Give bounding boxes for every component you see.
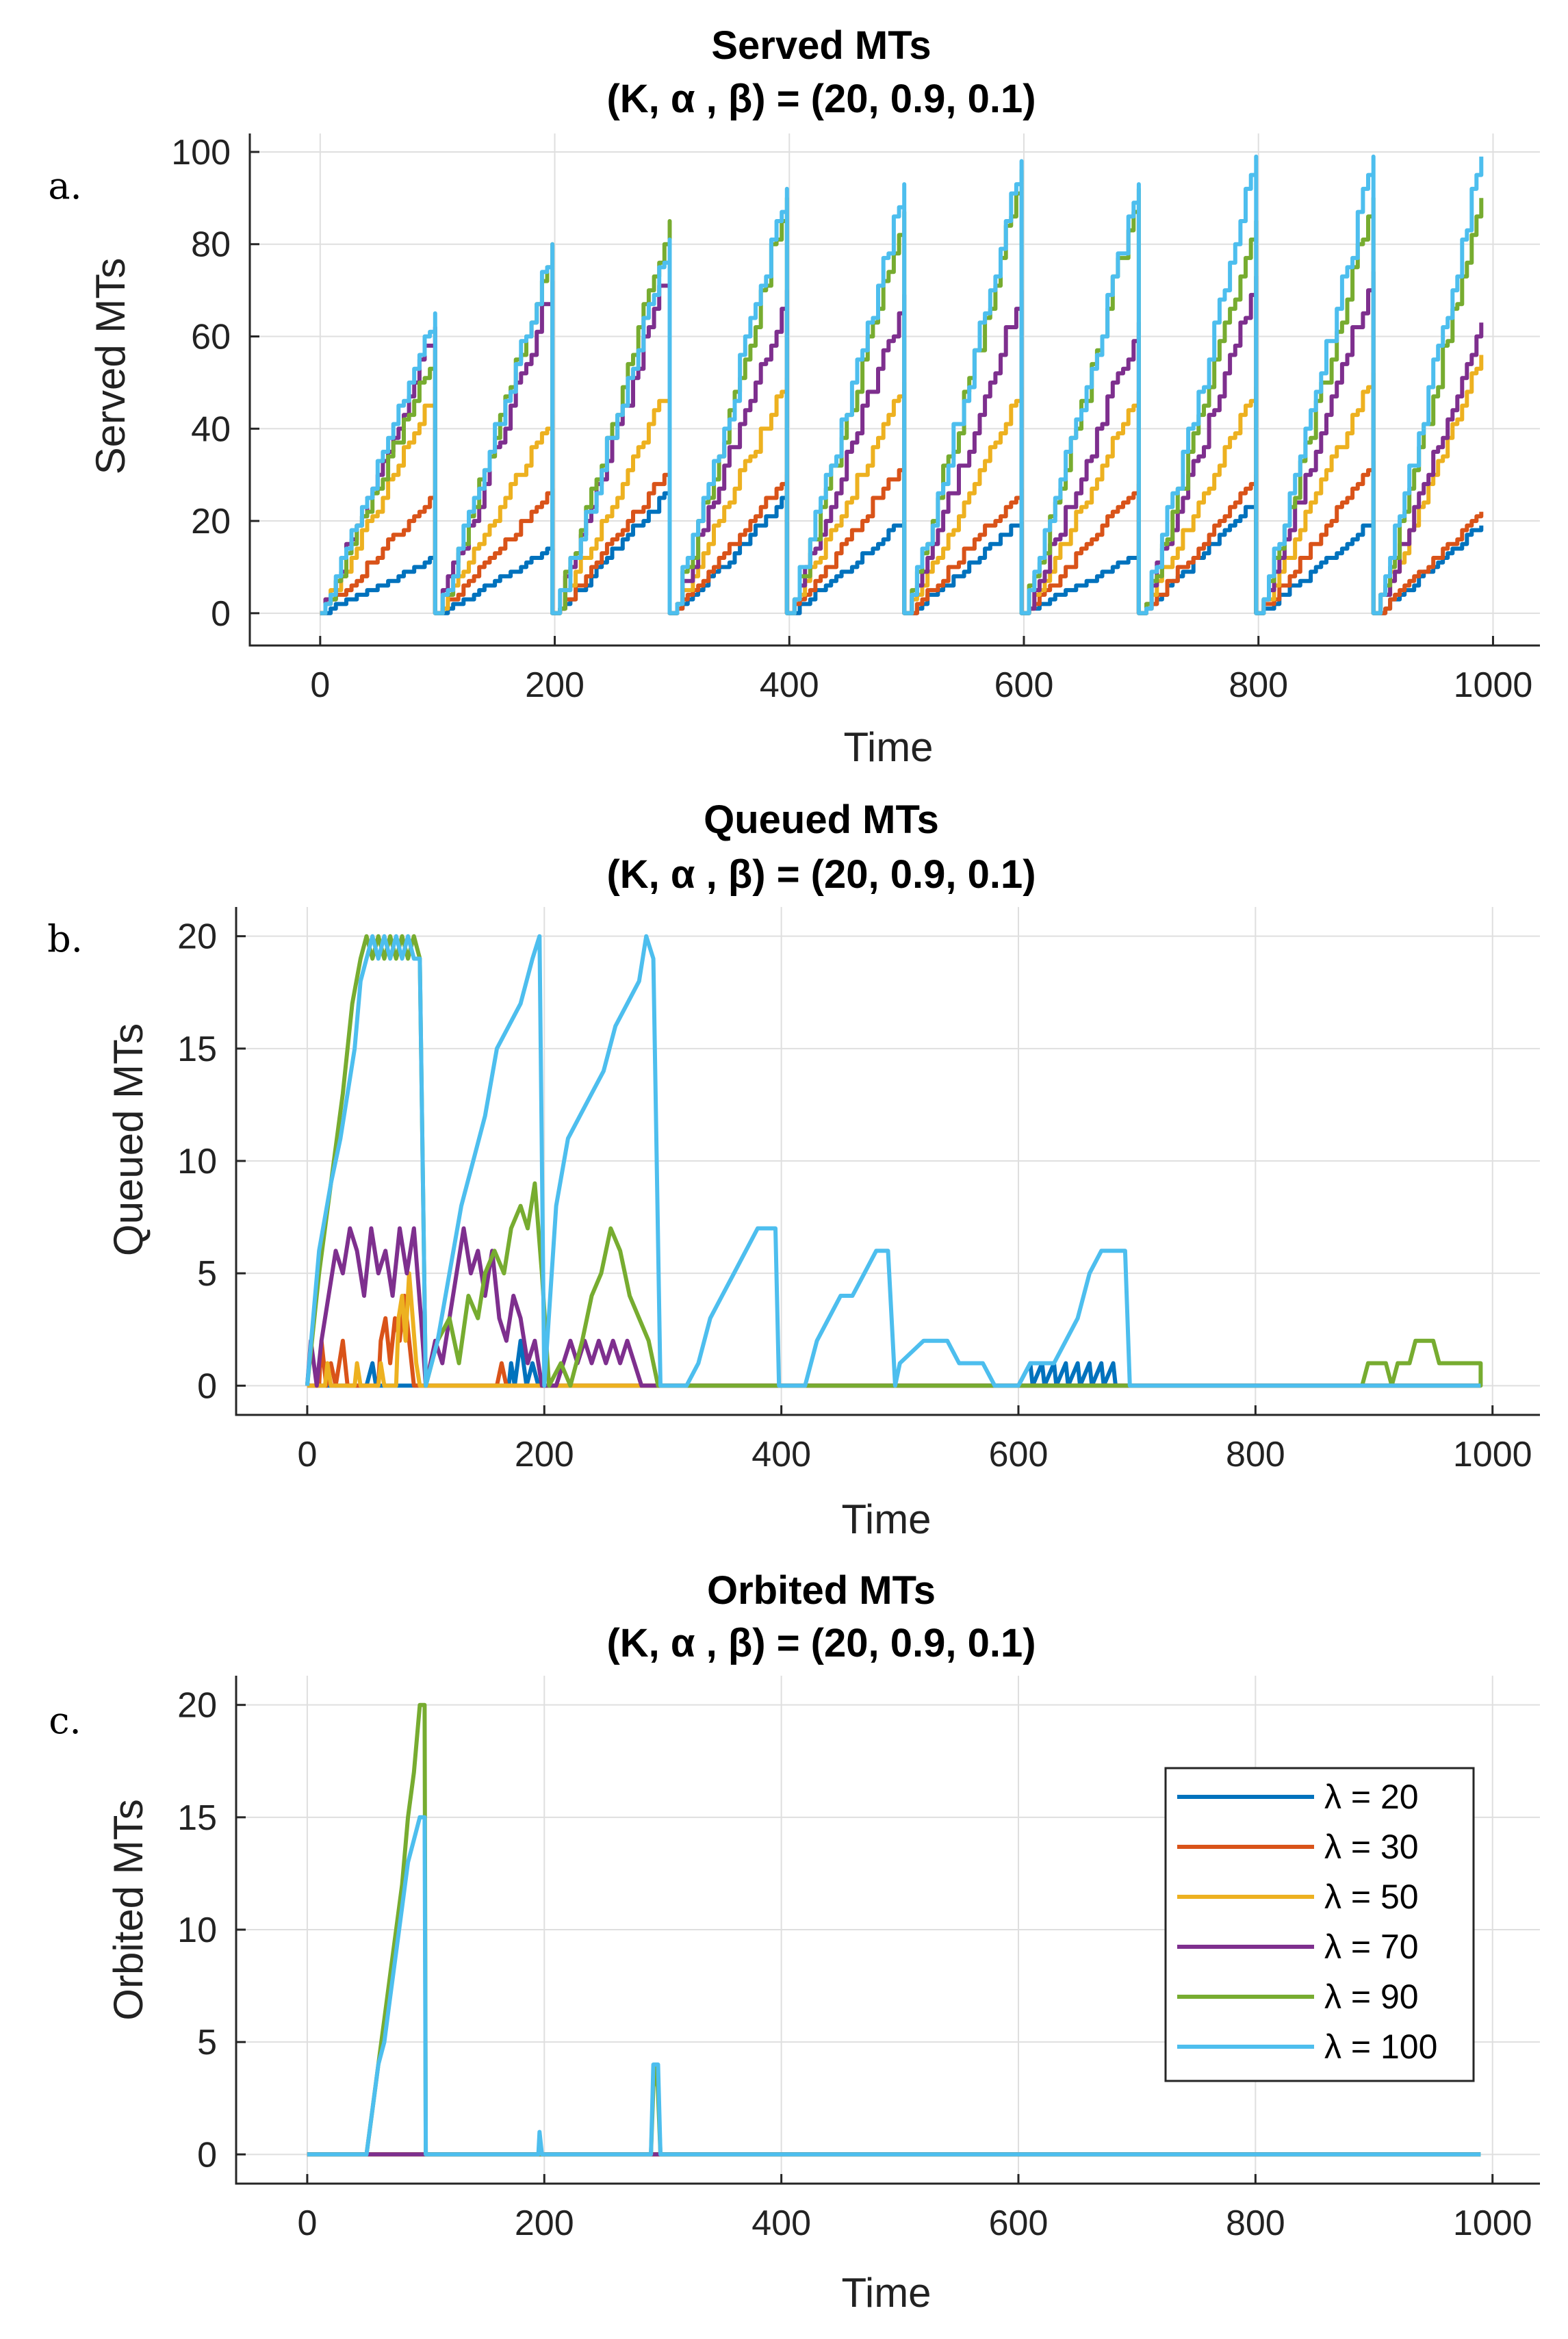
x-tick-label: 1000 [1454, 665, 1533, 705]
axes-box [235, 1676, 1540, 2185]
grid [236, 907, 1540, 1415]
legend-entry: λ = 30 [1324, 1828, 1419, 1866]
x-tick-label: 800 [1226, 1435, 1285, 1474]
panel-label: b. [47, 917, 83, 960]
y-tick-label: 100 [171, 133, 231, 172]
y-tick-label: 40 [191, 409, 231, 449]
y-tick-label: 20 [177, 917, 217, 957]
series-line-4 [305, 1226, 1481, 1388]
legend-box [1164, 1767, 1475, 2082]
series-line-1 [320, 486, 1484, 615]
y-axis-label: Served MTs [88, 258, 133, 475]
x-tick-label: 0 [310, 665, 330, 705]
y-tick-label: 80 [191, 225, 231, 265]
y-tick-labels: 0 5 10 15 20 [177, 917, 217, 1407]
x-tick-label: 1000 [1453, 1435, 1532, 1474]
x-tick-label: 200 [525, 665, 584, 705]
served-mts-chart: Served MTs (K, α , β) = (20, 0.9, 0.1) a… [48, 23, 1540, 770]
x-tick-label: 600 [994, 665, 1054, 705]
x-axis-label: Time [843, 724, 933, 770]
y-tick-label: 10 [177, 1910, 217, 1950]
chart-subtitle: (K, α , β) = (20, 0.9, 0.1) [606, 852, 1036, 897]
panel-label: a. [48, 164, 81, 207]
plot-lines [307, 1702, 1481, 2157]
x-tick-label: 200 [515, 1435, 574, 1474]
orbited-mts-chart: Orbited MTs (K, α , β) = (20, 0.9, 0.1) … [49, 1568, 1540, 2316]
x-tick-label: 800 [1229, 665, 1288, 705]
series-line-6 [305, 934, 1481, 1388]
legend: λ = 20 λ = 30 λ = 50 λ = 70 λ = 90 λ = 100 [1164, 1767, 1475, 2082]
y-tick-label: 0 [211, 594, 231, 634]
x-tick-label: 200 [515, 2203, 574, 2243]
x-tick-label: 800 [1226, 2203, 1285, 2243]
x-tick-label: 1000 [1453, 2203, 1532, 2243]
y-axis-label: Orbited MTs [105, 1799, 151, 2020]
panel-label: c. [49, 1699, 81, 1742]
series-line-6 [320, 154, 1484, 615]
legend-entry: λ = 70 [1324, 1928, 1419, 1966]
x-tick-labels: 0 200 400 600 800 1000 [297, 2203, 1532, 2243]
y-tick-label: 5 [197, 2023, 217, 2062]
legend-entry: λ = 50 [1324, 1878, 1419, 1916]
y-tick-label: 60 [191, 318, 231, 357]
y-tick-label: 0 [197, 1366, 217, 1406]
x-tick-label: 0 [297, 1435, 317, 1474]
y-tick-labels: 0 5 10 15 20 [177, 1686, 217, 2175]
x-tick-label: 600 [989, 1435, 1049, 1474]
x-tick-labels: 0 200 400 600 800 1000 [297, 1435, 1532, 1474]
x-axis-label: Time [841, 1496, 931, 1542]
y-tick-labels: 0 20 40 60 80 100 [171, 133, 231, 634]
y-tick-label: 0 [197, 2135, 217, 2175]
plot-lines [305, 934, 1483, 1388]
x-tick-label: 0 [297, 2203, 317, 2243]
y-tick-label: 20 [191, 502, 231, 541]
axes-box [248, 133, 1540, 647]
legend-entry: λ = 90 [1324, 1978, 1419, 2016]
series-line-5 [305, 934, 1483, 1388]
series-line-3 [307, 1271, 1481, 1388]
x-tick-labels: 0 200 400 600 800 1000 [310, 665, 1532, 705]
legend-entry: λ = 100 [1324, 2028, 1437, 2066]
grid [250, 133, 1540, 646]
queued-mts-chart: Queued MTs (K, α , β) = (20, 0.9, 0.1) b… [47, 797, 1540, 1542]
chart-title: Served MTs [711, 23, 931, 68]
y-tick-label: 5 [197, 1254, 217, 1294]
chart-title: Orbited MTs [707, 1568, 936, 1613]
x-axis-label: Time [841, 2270, 931, 2316]
chart-subtitle: (K, α , β) = (20, 0.9, 0.1) [606, 1621, 1036, 1665]
legend-entry: λ = 20 [1324, 1778, 1419, 1816]
x-tick-label: 400 [751, 1435, 811, 1474]
x-tick-label: 600 [989, 2203, 1049, 2243]
series-line-6 [307, 1815, 1481, 2157]
x-tick-label: 400 [760, 665, 819, 705]
y-tick-label: 20 [177, 1686, 217, 1726]
axes-box [235, 907, 1540, 1416]
x-tick-label: 400 [751, 2203, 811, 2243]
chart-subtitle: (K, α , β) = (20, 0.9, 0.1) [606, 77, 1036, 121]
series-line-5 [320, 168, 1484, 615]
y-axis-label: Queued MTs [105, 1023, 151, 1256]
y-tick-label: 15 [177, 1798, 217, 1838]
plot-lines [320, 154, 1484, 615]
y-tick-label: 15 [177, 1030, 217, 1069]
chart-title: Queued MTs [704, 797, 939, 842]
y-tick-label: 10 [177, 1142, 217, 1181]
